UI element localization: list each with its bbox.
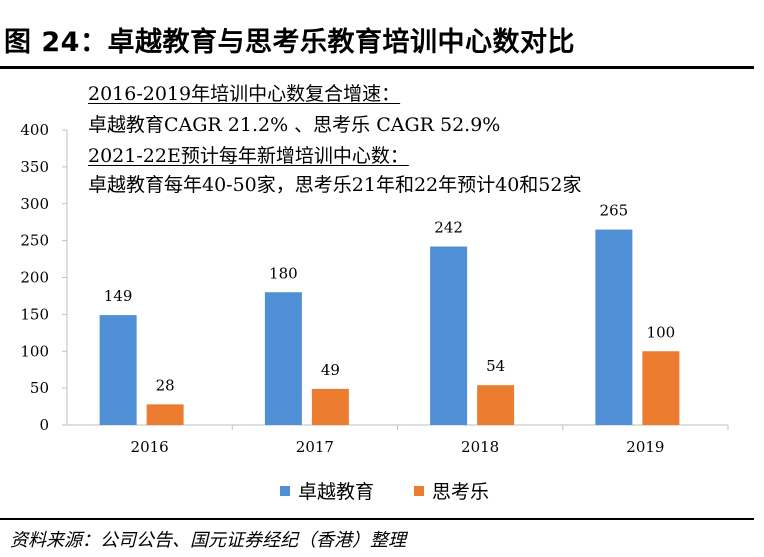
bar-series-2: [311, 388, 349, 425]
legend-label-series-2: 思考乐: [432, 481, 490, 503]
page-title: 图 24：卓越教育与思考乐教育培训中心数对比: [4, 27, 575, 58]
y-tick-label: 50: [30, 379, 49, 397]
footer-divider: [0, 518, 754, 520]
y-tick-label: 250: [20, 232, 49, 250]
data-label-series-1: 149: [104, 287, 133, 305]
bar-series-2: [477, 385, 515, 425]
legend-item-series-1: 卓越教育: [280, 477, 374, 504]
data-label-series-1: 242: [434, 219, 463, 237]
y-tick-label: 200: [20, 269, 49, 287]
legend-swatch-series-2: [414, 485, 425, 496]
data-label-series-2: 54: [486, 357, 505, 375]
data-label-series-1: 265: [600, 202, 629, 220]
data-label-series-2: 49: [321, 361, 340, 379]
chart-legend: 卓越教育 思考乐: [280, 477, 529, 504]
y-tick-label: 400: [20, 121, 49, 139]
source-note: 资料来源：公司公告、国元证券经纪（香港）整理: [10, 530, 406, 551]
bar-chart: 0 50 100 150 200 250 300 350 400 2016 149 28 2017 180…: [20, 121, 729, 456]
y-tick-label: 100: [20, 342, 49, 360]
annotation-new-centers-values: 卓越教育每年40-50家，思考乐21年和22年预计40和52家: [88, 174, 582, 196]
x-tick-label: 2017: [296, 438, 334, 456]
annotation-new-centers-heading: 2021-22E预计每年新增培训中心数：: [88, 145, 409, 167]
data-label-series-2: 28: [156, 376, 175, 394]
y-tick-label: 350: [20, 158, 49, 176]
bar-series-1: [430, 246, 468, 425]
bar-series-1: [264, 292, 302, 425]
x-tick-label: 2016: [131, 438, 169, 456]
x-tick-label: 2019: [626, 438, 664, 456]
bar-series-2: [642, 351, 680, 425]
y-tick-label: 150: [20, 305, 49, 323]
legend-label-series-1: 卓越教育: [298, 481, 375, 503]
bar-series-1: [595, 229, 633, 425]
legend-swatch-series-1: [280, 485, 290, 496]
annotation-cagr-heading: 2016-2019年培训中心数复合增速：: [88, 83, 401, 105]
bar-series-2: [146, 404, 184, 425]
legend-item-series-2: 思考乐: [414, 477, 489, 504]
data-label-series-2: 100: [647, 323, 676, 341]
x-tick-label: 2018: [461, 438, 499, 456]
y-tick-label: 0: [39, 416, 49, 434]
title-divider: [0, 66, 754, 69]
data-label-series-1: 180: [269, 264, 298, 282]
annotation-cagr-values: 卓越教育CAGR 21.2% 、思考乐 CAGR 52.9%: [88, 114, 501, 136]
y-tick-label: 300: [20, 195, 49, 213]
bar-series-1: [99, 315, 137, 425]
